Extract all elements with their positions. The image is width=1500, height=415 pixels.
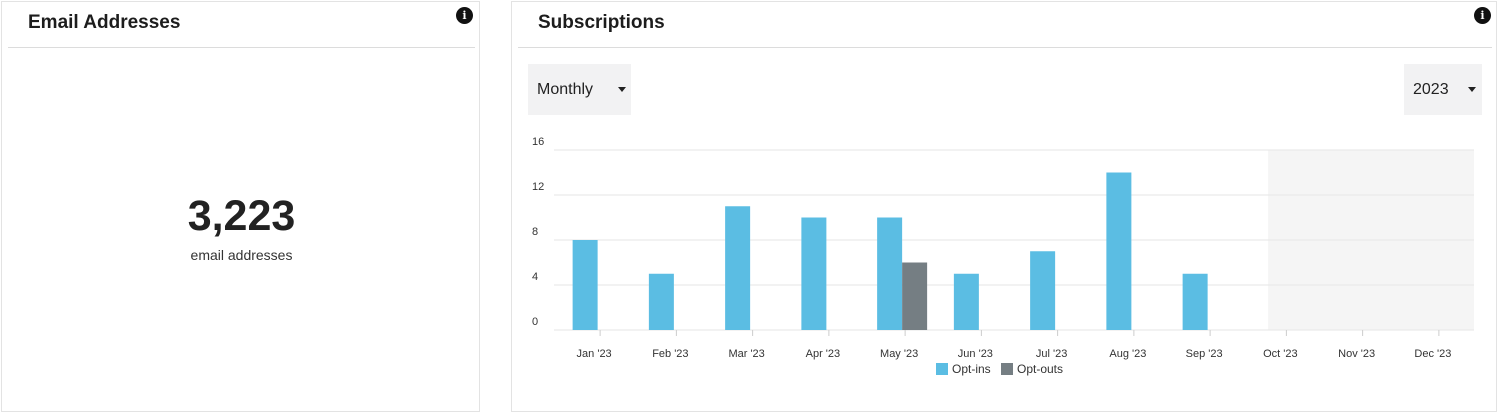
email-addresses-card: Email Addresses i 3,223 email addresses [1,1,480,412]
email-count-caption: email addresses [190,247,293,263]
bar-opt-ins [877,217,903,330]
bar-opt-ins [1030,251,1056,330]
x-tick-label: Nov '23 [1338,348,1375,360]
y-tick-label: 12 [532,181,544,193]
bar-opt-outs [902,262,928,330]
card-header: Subscriptions i [512,2,1496,48]
x-tick-label: Dec '23 [1414,348,1451,360]
y-tick-label: 0 [532,316,538,328]
legend-label-opt-ins: Opt-ins [952,362,991,376]
subscriptions-card: Subscriptions i Monthly 2023 0 4 8 12 16 Jan … [511,1,1497,412]
info-icon[interactable]: i [456,7,473,24]
card-title: Subscriptions [538,12,665,33]
bar-opt-ins [572,240,598,330]
y-tick-label: 16 [532,136,544,148]
bar-opt-ins [725,206,751,330]
subscriptions-chart: 0 4 8 12 16 Jan '23 Feb '23 Mar '23 Apr '23 May '… [532,136,1474,376]
year-select-value: 2023 [1413,81,1449,98]
bar-opt-ins [648,273,674,330]
period-select-value: Monthly [537,81,594,98]
x-tick-label: Apr '23 [806,348,841,360]
email-count: 3,223 [187,192,296,240]
legend-swatch-opt-outs [1001,363,1013,375]
x-tick-label: Mar '23 [728,348,764,360]
y-tick-label: 4 [532,271,538,283]
legend-swatch-opt-ins [936,363,948,375]
y-tick-label: 8 [532,226,538,238]
card-header: Email Addresses i [2,2,479,48]
header-divider [8,47,475,48]
x-tick-label: Jul '23 [1036,348,1067,360]
year-select[interactable]: 2023 [1404,64,1482,115]
x-tick-label: Sep '23 [1186,348,1223,360]
card-title: Email Addresses [28,12,181,33]
x-tick-label: Jun '23 [958,348,993,360]
period-select[interactable]: Monthly [528,64,631,115]
bar-opt-ins [1182,273,1208,330]
bar-opt-ins [1106,172,1132,330]
x-tick-label: Oct '23 [1263,348,1298,360]
header-divider [518,47,1492,48]
x-tick-label: Jan '23 [577,348,612,360]
caret-down-icon [1468,87,1476,92]
bar-opt-ins [801,217,827,330]
info-icon[interactable]: i [1474,7,1491,24]
legend-label-opt-outs: Opt-outs [1017,362,1063,376]
caret-down-icon [618,87,626,92]
x-tick-label: Feb '23 [652,348,688,360]
x-tick-label: May '23 [880,348,918,360]
x-tick-label: Aug '23 [1109,348,1146,360]
bar-opt-ins [953,273,979,330]
